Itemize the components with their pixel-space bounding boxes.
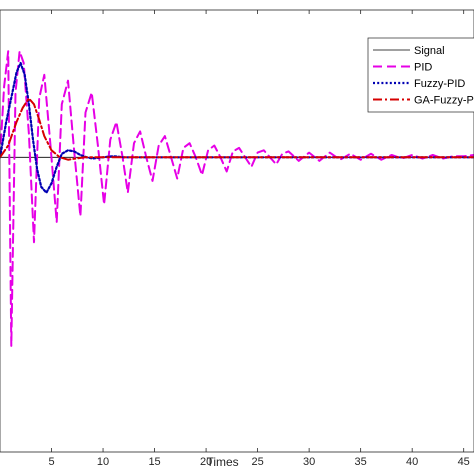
x-axis-label: Times	[206, 455, 238, 469]
x-tick-label: 5	[48, 456, 54, 468]
series-lines	[0, 50, 474, 347]
legend-label: PID	[414, 62, 432, 74]
legend-label: Signal	[414, 45, 445, 57]
x-axis: 5 10 15 20 25 30 35 40 45	[48, 10, 470, 468]
x-tick-label: 30	[303, 456, 315, 468]
legend: Signal PID Fuzzy-PID GA-Fuzzy-PID	[367, 37, 474, 113]
x-tick-label: 25	[251, 456, 263, 468]
x-tick-label: 40	[406, 456, 418, 468]
plot-frame	[0, 9, 474, 453]
x-tick-label: 35	[355, 456, 367, 468]
x-tick-label: 15	[148, 456, 160, 468]
series-line-ga-fuzzy-pid	[0, 97, 474, 161]
x-tick-label: 10	[97, 456, 109, 468]
legend-label: GA-Fuzzy-PID	[414, 95, 474, 107]
x-tick-label: 45	[458, 456, 470, 468]
x-tick-label: 20	[200, 456, 212, 468]
legend-label: Fuzzy-PID	[414, 78, 465, 90]
